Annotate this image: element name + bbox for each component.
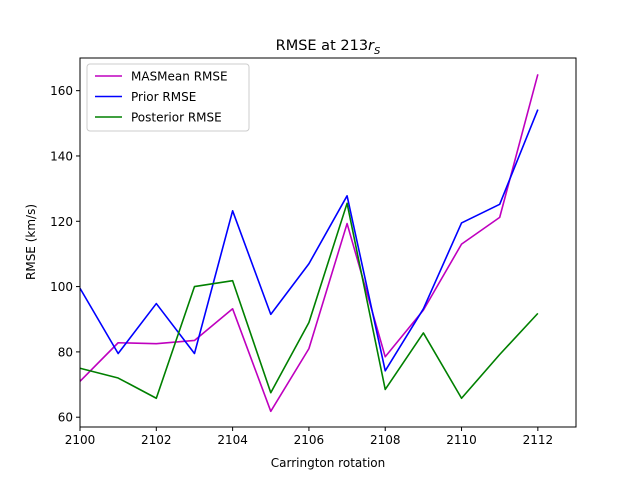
series-line-masmean-rmse bbox=[79, 74, 539, 413]
x-tick-label: 2110 bbox=[446, 433, 477, 447]
chart-title-main: RMSE at 213 bbox=[276, 38, 368, 54]
legend-label: MASMean RMSE bbox=[131, 70, 228, 84]
chart-title-subscript: S bbox=[374, 46, 381, 57]
x-tick-label: 2106 bbox=[294, 433, 325, 447]
series-line-posterior-rmse bbox=[79, 202, 539, 400]
y-tick-label: 160 bbox=[50, 84, 73, 98]
plot-frame bbox=[79, 57, 577, 428]
y-axis-ticks: 60 80 100 120 140 160 bbox=[50, 84, 80, 425]
y-tick-label: 140 bbox=[50, 149, 73, 163]
y-tick-label: 100 bbox=[50, 280, 73, 294]
legend: MASMean RMSE Prior RMSE Posterior RMSE bbox=[86, 63, 250, 132]
legend-box bbox=[86, 63, 250, 132]
chart-title-symbol: r bbox=[368, 38, 375, 54]
y-tick-label: 80 bbox=[58, 345, 73, 359]
x-tick-label: 2112 bbox=[523, 433, 554, 447]
y-tick-label: 120 bbox=[50, 215, 73, 229]
chart-title: RMSE at 213rS bbox=[276, 38, 381, 57]
x-tick-label: 2102 bbox=[141, 433, 172, 447]
x-tick-label: 2100 bbox=[65, 433, 96, 447]
legend-label: Posterior RMSE bbox=[131, 111, 222, 125]
x-tick-label: 2104 bbox=[217, 433, 248, 447]
x-tick-label: 2108 bbox=[370, 433, 401, 447]
x-axis-ticks: 2100 2102 2104 2106 2108 2110 2112 bbox=[65, 427, 553, 447]
legend-label: Prior RMSE bbox=[131, 90, 196, 104]
series-line-prior-rmse bbox=[79, 109, 539, 372]
x-axis-label: Carrington rotation bbox=[271, 456, 385, 470]
y-tick-label: 60 bbox=[58, 411, 73, 425]
plot-lines bbox=[79, 74, 539, 413]
y-axis-label: RMSE (km/s) bbox=[24, 204, 38, 280]
